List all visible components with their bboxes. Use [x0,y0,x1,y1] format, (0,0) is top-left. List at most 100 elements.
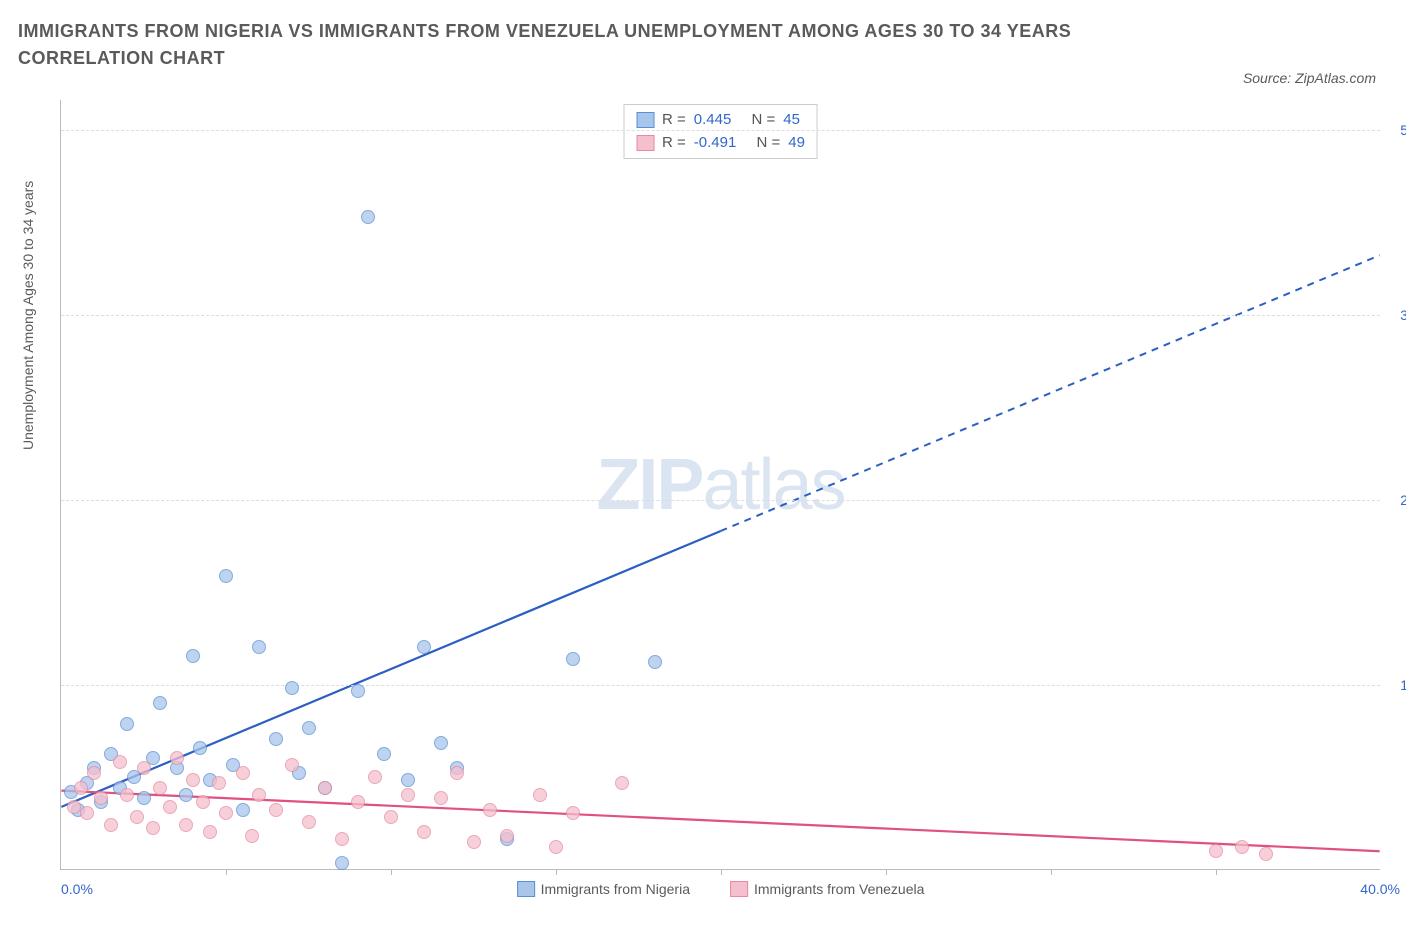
data-point-venezuela [269,803,283,817]
data-point-venezuela [120,788,134,802]
data-point-venezuela [130,810,144,824]
trendline-dashed-nigeria [721,255,1380,531]
data-point-venezuela [80,806,94,820]
y-tick-label: 50.0% [1400,122,1406,138]
data-point-venezuela [94,791,108,805]
data-point-venezuela [1235,840,1249,854]
data-point-venezuela [179,818,193,832]
gridline [61,130,1380,131]
x-tick [1216,869,1217,875]
data-point-venezuela [401,788,415,802]
y-axis-label: Unemployment Among Ages 30 to 34 years [20,181,36,450]
data-point-nigeria [377,747,391,761]
swatch-nigeria [636,112,654,128]
legend-item-venezuela: Immigrants from Venezuela [730,881,924,897]
trendline-nigeria [61,531,720,807]
data-point-venezuela [236,766,250,780]
r-value-nigeria: 0.445 [694,109,732,132]
data-point-venezuela [483,803,497,817]
n-value-nigeria: 45 [783,109,800,132]
data-point-nigeria [219,569,233,583]
data-point-venezuela [163,800,177,814]
series-label-nigeria: Immigrants from Nigeria [541,881,690,897]
data-point-venezuela [67,800,81,814]
x-tick [886,869,887,875]
data-point-venezuela [219,806,233,820]
stats-legend-box: R = 0.445 N = 45 R = -0.491 N = 49 [623,104,818,159]
series-legend: Immigrants from Nigeria Immigrants from … [517,881,925,897]
data-point-venezuela [137,761,151,775]
data-point-venezuela [566,806,580,820]
gridline [61,500,1380,501]
data-point-venezuela [285,758,299,772]
data-point-nigeria [351,684,365,698]
data-point-venezuela [318,781,332,795]
n-label: N = [752,109,776,132]
legend-item-nigeria: Immigrants from Nigeria [517,881,690,897]
data-point-venezuela [245,829,259,843]
data-point-nigeria [186,649,200,663]
data-point-nigeria [361,210,375,224]
data-point-venezuela [368,770,382,784]
data-point-nigeria [401,773,415,787]
data-point-venezuela [87,766,101,780]
source-attribution: Source: ZipAtlas.com [1243,70,1376,86]
data-point-venezuela [153,781,167,795]
data-point-venezuela [434,791,448,805]
data-point-nigeria [137,791,151,805]
data-point-venezuela [1259,847,1273,861]
y-tick-label: 37.5% [1400,307,1406,323]
data-point-venezuela [384,810,398,824]
y-tick-label: 25.0% [1400,492,1406,508]
gridline [61,685,1380,686]
data-point-nigeria [335,856,349,870]
x-tick [556,869,557,875]
data-point-venezuela [113,755,127,769]
data-point-venezuela [335,832,349,846]
data-point-venezuela [252,788,266,802]
data-point-venezuela [302,815,316,829]
swatch-nigeria [517,881,535,897]
r-label: R = [662,132,686,155]
data-point-venezuela [417,825,431,839]
swatch-venezuela [636,135,654,151]
swatch-venezuela [730,881,748,897]
scatter-plot: ZIPatlas R = 0.445 N = 45 R = -0.491 N =… [60,100,1380,870]
series-label-venezuela: Immigrants from Venezuela [754,881,924,897]
x-tick [721,869,722,875]
data-point-venezuela [212,776,226,790]
data-point-nigeria [153,696,167,710]
data-point-venezuela [170,751,184,765]
data-point-venezuela [186,773,200,787]
trendlines-svg [61,100,1380,869]
data-point-venezuela [467,835,481,849]
data-point-nigeria [120,717,134,731]
chart-area: ZIPatlas R = 0.445 N = 45 R = -0.491 N =… [60,100,1380,870]
data-point-venezuela [549,840,563,854]
data-point-nigeria [193,741,207,755]
x-axis-min-label: 0.0% [61,881,93,897]
n-label: N = [757,132,781,155]
data-point-venezuela [196,795,210,809]
data-point-venezuela [146,821,160,835]
data-point-venezuela [351,795,365,809]
x-axis-max-label: 40.0% [1360,881,1400,897]
data-point-venezuela [104,818,118,832]
data-point-venezuela [615,776,629,790]
gridline [61,315,1380,316]
data-point-venezuela [450,766,464,780]
data-point-venezuela [533,788,547,802]
y-tick-label: 12.5% [1400,677,1406,693]
x-tick [1051,869,1052,875]
data-point-nigeria [648,655,662,669]
x-tick [391,869,392,875]
data-point-venezuela [74,781,88,795]
data-point-venezuela [203,825,217,839]
data-point-nigeria [252,640,266,654]
chart-title: IMMIGRANTS FROM NIGERIA VS IMMIGRANTS FR… [18,18,1118,72]
data-point-venezuela [500,829,514,843]
legend-row-venezuela: R = -0.491 N = 49 [636,132,805,155]
legend-row-nigeria: R = 0.445 N = 45 [636,109,805,132]
data-point-nigeria [566,652,580,666]
data-point-venezuela [1209,844,1223,858]
